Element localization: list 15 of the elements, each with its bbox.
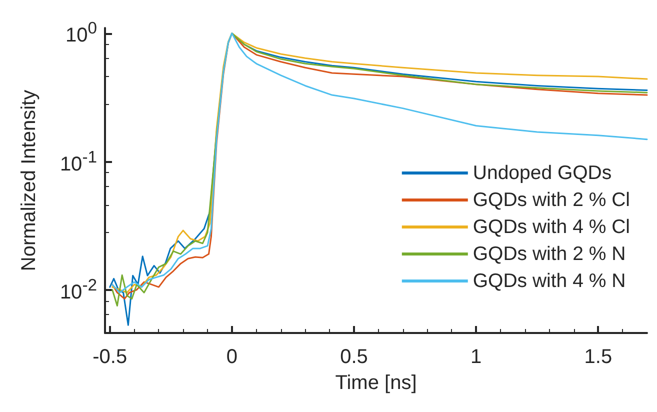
legend-label: GQDs with 2 % Cl [472, 189, 630, 211]
legend-label: GQDs with 4 % N [472, 270, 626, 292]
y-tick-label: 10$^{0}$ [65, 18, 97, 47]
x-tick-label: -0.5 [92, 346, 128, 368]
y-tick-label: 10$^{-1}$ [60, 147, 97, 175]
legend-label: GQDs with 4 % Cl [472, 216, 630, 238]
y-axis-title: Normalized Intensity [18, 90, 40, 272]
x-tick-label: 1.5 [584, 346, 612, 368]
x-tick-label: 1 [470, 346, 482, 368]
legend-label: GQDs with 2 % N [472, 243, 626, 265]
x-tick-label: 0 [226, 346, 238, 368]
x-axis-title: Time [ns] [335, 372, 417, 394]
y-tick-label: 10$^{-2}$ [60, 275, 97, 304]
x-tick-label: 0.5 [340, 346, 368, 368]
legend-label: Undoped GQDs [472, 162, 612, 184]
